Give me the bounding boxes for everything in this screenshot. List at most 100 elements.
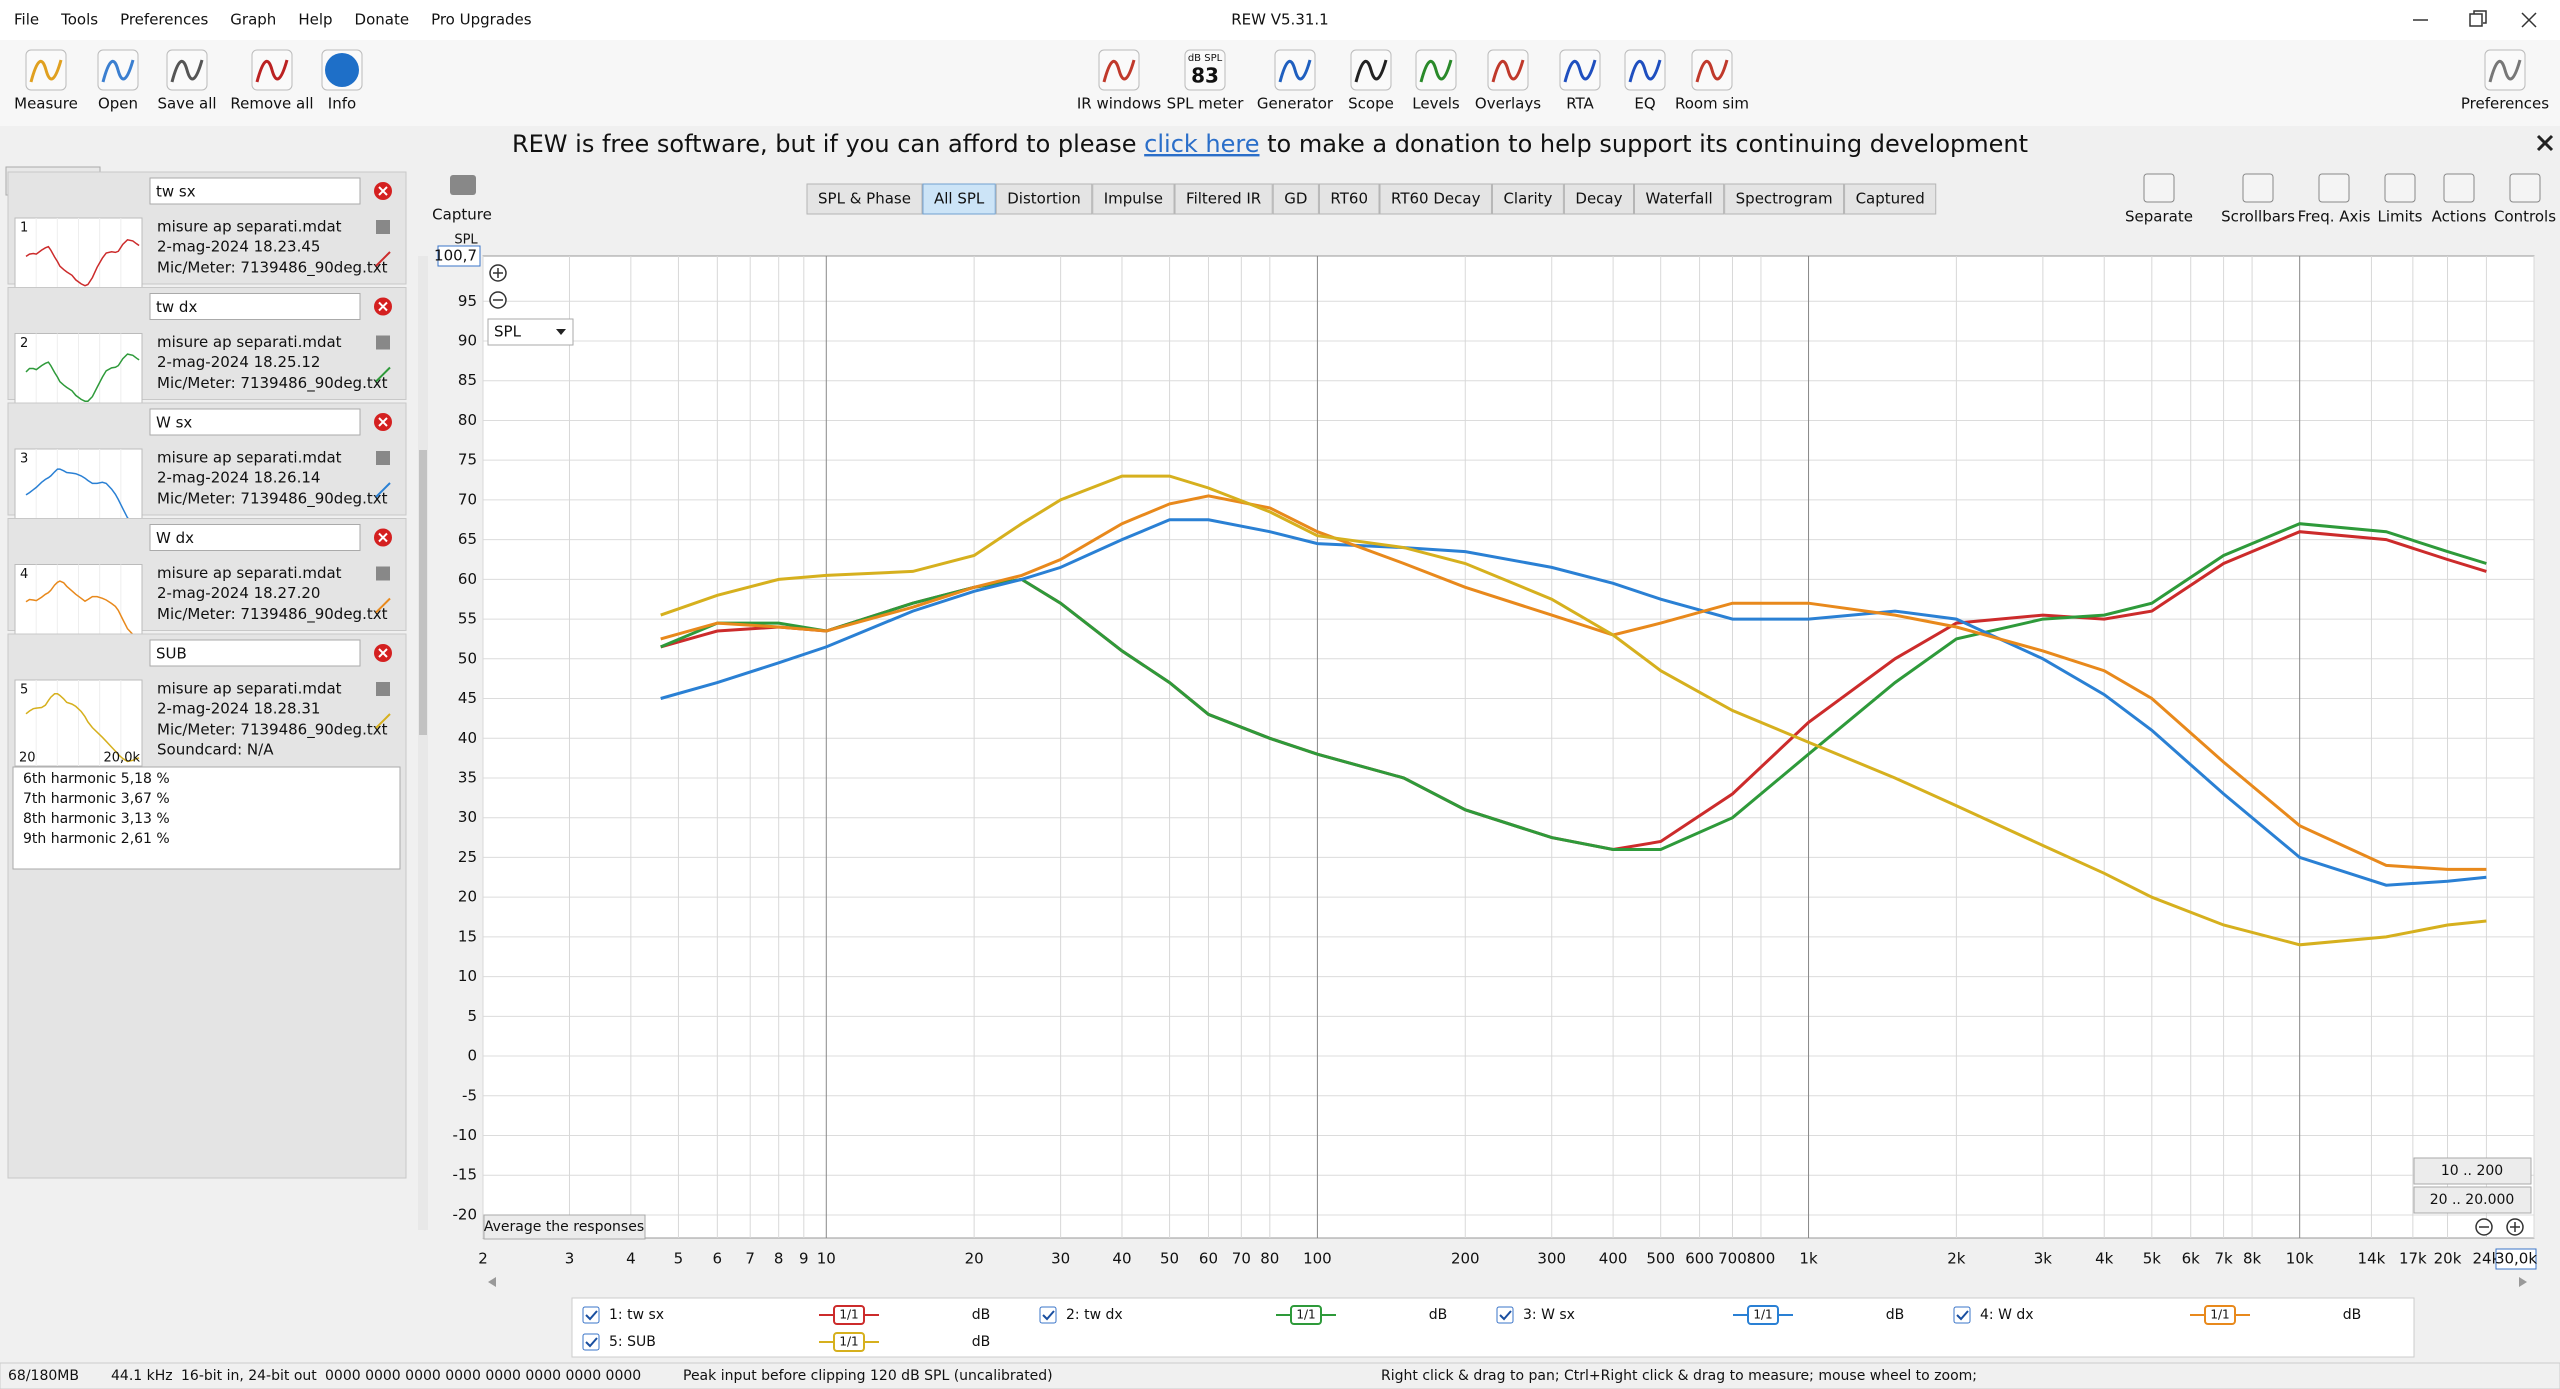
graph-control[interactable]: Controls bbox=[2494, 173, 2556, 226]
measurement-mic: Mic/Meter: 7139486_90deg.txt bbox=[157, 721, 388, 740]
x-tick-label: 2 bbox=[478, 1250, 488, 1268]
graph-control[interactable]: Freq. Axis bbox=[2298, 173, 2371, 226]
toolbar-button[interactable]: Info bbox=[321, 49, 363, 113]
name-field[interactable] bbox=[149, 524, 361, 551]
zoom-preset-label: 20 .. 20.000 bbox=[2430, 1192, 2515, 1208]
toolbar-button[interactable]: Open bbox=[97, 49, 139, 113]
toolbar-button[interactable]: Generator bbox=[1257, 49, 1334, 113]
tab-label: Impulse bbox=[1104, 190, 1163, 208]
capture-icon[interactable] bbox=[450, 175, 476, 195]
tab-label: Distortion bbox=[1007, 190, 1081, 208]
y-tick-label: 50 bbox=[458, 649, 477, 667]
legend-checkbox[interactable] bbox=[582, 1306, 600, 1324]
graph-icon[interactable] bbox=[376, 566, 390, 581]
tab-bg bbox=[1174, 183, 1273, 215]
graph-tab[interactable]: GD bbox=[1272, 183, 1319, 215]
graph-tab[interactable]: RT60 bbox=[1318, 183, 1380, 215]
graph-tab[interactable]: All SPL bbox=[922, 183, 996, 215]
x-tick-label: 4k bbox=[2095, 1250, 2114, 1268]
toolbar-button[interactable]: Preferences bbox=[2461, 49, 2549, 113]
x-tick-label: 5 bbox=[674, 1250, 684, 1268]
graph-icon[interactable] bbox=[376, 451, 390, 465]
remove-icon bbox=[378, 648, 388, 658]
legend-entry[interactable]: 2: tw dx 1/1 dB bbox=[1039, 1305, 1447, 1325]
tab-bg bbox=[1844, 183, 1937, 215]
measurement-item[interactable]: SUB misure ap separati.mdat 2-mag-2024 18.… bbox=[7, 633, 407, 1179]
control-icon bbox=[2443, 173, 2475, 203]
menu-item[interactable]: Graph bbox=[230, 11, 276, 29]
name-field[interactable] bbox=[149, 408, 361, 436]
toolbar-button[interactable]: RTA bbox=[1559, 49, 1601, 113]
menu-item[interactable]: Tools bbox=[60, 11, 98, 29]
graph-control[interactable]: Limits bbox=[2378, 173, 2423, 226]
close-banner[interactable] bbox=[2536, 134, 2554, 152]
legend-entry[interactable]: 3: W sx 1/1 dB bbox=[1496, 1305, 1904, 1325]
zoom-preset[interactable] bbox=[2413, 1186, 2532, 1214]
graph-tab[interactable]: RT60 Decay bbox=[1379, 183, 1492, 215]
menu-item[interactable]: Donate bbox=[355, 11, 410, 29]
y-tick-label: 10 bbox=[458, 967, 477, 985]
legend-checkbox[interactable] bbox=[582, 1333, 600, 1351]
graph-control[interactable]: Actions bbox=[2432, 173, 2487, 226]
graph-icon[interactable] bbox=[376, 220, 390, 234]
measurement-file: misure ap separati.mdat bbox=[157, 680, 342, 698]
donation-link[interactable]: click here bbox=[1144, 130, 1259, 158]
graph-tab[interactable]: SPL & Phase bbox=[806, 183, 923, 215]
x-tick-label: 30 bbox=[1051, 1250, 1070, 1268]
legend-smoothing-box bbox=[833, 1332, 865, 1352]
graph-tab[interactable]: Decay bbox=[1563, 183, 1634, 215]
measurement-name: W sx bbox=[156, 414, 192, 432]
remove-icon bbox=[378, 301, 388, 312]
graph-tab[interactable]: Clarity bbox=[1491, 183, 1564, 215]
graph-tab[interactable]: Waterfall bbox=[1634, 183, 1725, 215]
name-field[interactable] bbox=[149, 293, 361, 320]
legend-entry[interactable]: 1: tw sx 1/1 dB bbox=[582, 1305, 990, 1325]
menu-item[interactable]: Preferences bbox=[120, 11, 208, 29]
toolbar-button[interactable]: Measure bbox=[14, 49, 78, 113]
panel-scroll-thumb[interactable] bbox=[419, 450, 427, 735]
graph-icon[interactable] bbox=[376, 335, 390, 350]
graph-tab[interactable]: Captured bbox=[1844, 183, 1937, 215]
harmonic-line: 8th harmonic 3,13 % bbox=[23, 811, 170, 827]
toolbar-button[interactable]: Levels bbox=[1412, 49, 1460, 113]
icon bbox=[1278, 59, 1312, 83]
toolbar-button[interactable]: Save all bbox=[157, 49, 217, 113]
thumbnail-number: 1 bbox=[20, 221, 28, 236]
toolbar-button[interactable]: IR windows bbox=[1077, 49, 1162, 113]
graph-tab[interactable]: Filtered IR bbox=[1174, 183, 1273, 215]
legend-checkbox[interactable] bbox=[1039, 1306, 1057, 1324]
thumbnail-number: 3 bbox=[20, 452, 28, 467]
graph-tab[interactable]: Spectrogram bbox=[1724, 183, 1845, 215]
measurement-date: 2-mag-2024 18.27.20 bbox=[157, 584, 320, 602]
icon bbox=[1695, 59, 1729, 83]
menu-item[interactable]: Pro Upgrades bbox=[431, 11, 532, 29]
graph-tab[interactable]: Distortion bbox=[995, 183, 1093, 215]
icon bbox=[1102, 59, 1136, 83]
h-scroll-arrows[interactable] bbox=[488, 1277, 2527, 1287]
legend-entry[interactable]: 5: SUB 1/1 dB bbox=[582, 1332, 990, 1352]
graph-icon[interactable] bbox=[376, 682, 390, 696]
legend-checkbox[interactable] bbox=[1953, 1306, 1971, 1324]
y-tick-label: 40 bbox=[458, 729, 477, 747]
average-button[interactable] bbox=[483, 1214, 646, 1240]
window-controls[interactable] bbox=[2413, 10, 2537, 28]
y-tick-label: 75 bbox=[458, 451, 477, 469]
name-field[interactable] bbox=[149, 639, 361, 667]
menu-item[interactable]: Help bbox=[298, 11, 332, 29]
toolbar-button[interactable]: Remove all bbox=[230, 49, 314, 113]
name-field[interactable] bbox=[149, 177, 361, 205]
legend-checkbox[interactable] bbox=[1496, 1306, 1514, 1324]
graph-control[interactable]: Separate bbox=[2125, 173, 2193, 226]
legend-entry[interactable]: 4: W dx 1/1 dB bbox=[1953, 1305, 2361, 1325]
graph-control[interactable]: Scrollbars bbox=[2221, 173, 2295, 226]
y-tick-label: -15 bbox=[453, 1166, 478, 1184]
menu-item[interactable]: File bbox=[14, 11, 39, 29]
zoom-preset[interactable] bbox=[2413, 1157, 2532, 1185]
graph-tab[interactable]: Impulse bbox=[1092, 183, 1175, 215]
tab-label: SPL & Phase bbox=[818, 190, 911, 208]
toolbar-button[interactable]: Overlays bbox=[1475, 49, 1541, 113]
toolbar-button[interactable]: Scope bbox=[1348, 49, 1394, 113]
toolbar-button[interactable]: Room sim bbox=[1675, 49, 1749, 113]
toolbar-button[interactable]: EQ bbox=[1624, 49, 1666, 113]
